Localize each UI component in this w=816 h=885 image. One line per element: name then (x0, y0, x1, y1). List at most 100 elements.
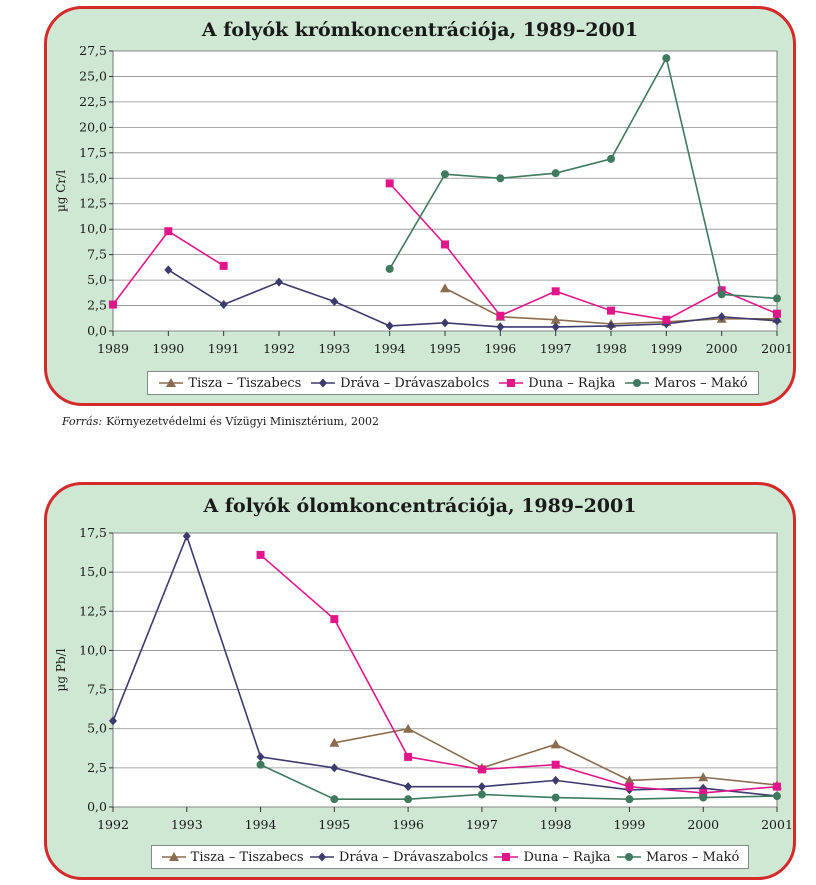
series-line (260, 554, 778, 794)
legend-entry: Tisza – Tiszabecs (158, 376, 301, 391)
plot-area (112, 532, 778, 808)
series-1 (164, 265, 781, 332)
x-tick-label: 1999 (650, 341, 682, 356)
y-tick-label: 15,0 (79, 564, 107, 579)
data-point (625, 795, 634, 804)
legend-marker (168, 852, 179, 861)
y-tick-label: 15,0 (79, 170, 107, 185)
data-point (330, 795, 339, 804)
x-tick-label: 2001 (761, 341, 793, 356)
x-tick-label: 1998 (595, 341, 627, 356)
x-tick-label: 1997 (466, 817, 498, 832)
legend-label: Tisza – Tiszabecs (190, 849, 304, 865)
data-point (662, 315, 671, 324)
series-line (389, 182, 778, 321)
x-axis: 1989 1990 1991 1992 1993 1994 1995 1996 1997 1998… (97, 331, 793, 356)
data-point (256, 550, 265, 559)
y-tick-label: 12,5 (79, 196, 107, 211)
data-point (773, 309, 781, 318)
chart-title: A folyók krómkoncentrációja, 1989–2001 (201, 19, 639, 41)
y-tick-label: 5,0 (87, 272, 107, 287)
data-point (624, 775, 635, 785)
y-tick-label: 12,5 (79, 603, 107, 618)
x-tick-label: 1990 (152, 341, 184, 356)
y-tick-label: 22,5 (79, 94, 107, 109)
x-tick-label: 1997 (540, 341, 572, 356)
x-tick-label: 1996 (484, 341, 516, 356)
data-point (385, 179, 394, 188)
data-point (607, 321, 615, 331)
data-point (717, 290, 726, 299)
x-tick-label: 1993 (171, 817, 203, 832)
legend-entry: Dráva – Drávaszabolcs (309, 850, 488, 865)
data-point (699, 788, 708, 797)
series-line (388, 55, 778, 300)
x-tick-label: 1994 (374, 341, 406, 356)
data-point (275, 277, 283, 287)
legend-swatch (616, 853, 641, 861)
data-point (219, 261, 228, 270)
y-tick-label: 27,5 (79, 43, 107, 58)
y-axis-label: µg Cr/l (54, 170, 68, 212)
y-axis: 0,0 2,5 5,0 7,5 10,0 12,5 15,0 17,5 (79, 525, 777, 814)
legend-entry: Dráva – Drávaszabolcs (310, 376, 489, 391)
data-point (182, 531, 191, 541)
data-point (773, 782, 781, 791)
source-text: Környezetvédelmi és Vízügyi Minisztérium… (106, 415, 379, 428)
legend-entry: Duna – Rajka (498, 376, 615, 391)
data-point (404, 782, 413, 792)
data-point (403, 723, 414, 733)
legend-marker (507, 379, 516, 387)
data-point (256, 752, 265, 762)
data-point (551, 322, 560, 332)
series-line (260, 764, 778, 800)
legend-marker (502, 853, 511, 861)
y-tick-label: 5,0 (87, 721, 107, 736)
legend-swatch (499, 379, 524, 387)
legend-entry: Tisza – Tiszabecs (161, 850, 304, 865)
x-tick-label: 1995 (429, 341, 461, 356)
data-point (329, 737, 340, 747)
x-tick-label: 2000 (687, 817, 719, 832)
source-label: Forrás: (62, 415, 103, 428)
x-tick-label: 1992 (97, 817, 129, 832)
data-point (551, 169, 560, 178)
y-tick-label: 7,5 (87, 682, 107, 697)
legend-marker (624, 853, 633, 861)
data-point (256, 760, 265, 769)
legend-entry: Maros – Makó (616, 850, 739, 865)
data-point (330, 763, 339, 773)
chart-title: A folyók ólomkoncentrációja, 1989–2001 (203, 495, 637, 517)
data-point (440, 283, 450, 293)
legend-marker (317, 852, 326, 862)
data-point (607, 306, 615, 315)
data-point (109, 716, 117, 726)
x-tick-label: 1995 (318, 817, 350, 832)
data-point (109, 300, 117, 309)
y-tick-label: 17,5 (79, 145, 107, 160)
lead-chart-panel: A folyók ólomkoncentrációja, 1989–2001 0… (44, 482, 796, 880)
legend-label: Maros – Makó (645, 849, 740, 865)
data-point (404, 752, 413, 761)
data-point (607, 154, 615, 163)
data-point (441, 170, 449, 179)
legend-swatch (494, 853, 519, 861)
data-point (404, 795, 413, 804)
data-point (717, 286, 726, 295)
series-2 (109, 179, 781, 324)
data-point (477, 782, 486, 792)
data-point (551, 793, 560, 802)
legend-label: Dráva – Drávaszabolcs (340, 375, 490, 391)
legend-label: Maros – Makó (654, 375, 748, 391)
data-point (441, 240, 449, 249)
data-point (164, 265, 173, 275)
legend-label: Dráva – Drávaszabolcs (338, 849, 489, 865)
data-point (551, 287, 560, 296)
chart-legend: Tisza – Tiszabecs Dráva – Drávaszabolcs Du… (151, 845, 749, 869)
data-point (385, 321, 394, 331)
y-axis-label: µg Pb/l (54, 648, 68, 691)
source-note: Forrás: Környezetvédelmi és Vízügyi Minis… (62, 415, 379, 428)
data-point (551, 775, 560, 785)
data-point (773, 792, 781, 801)
data-point (219, 300, 228, 310)
